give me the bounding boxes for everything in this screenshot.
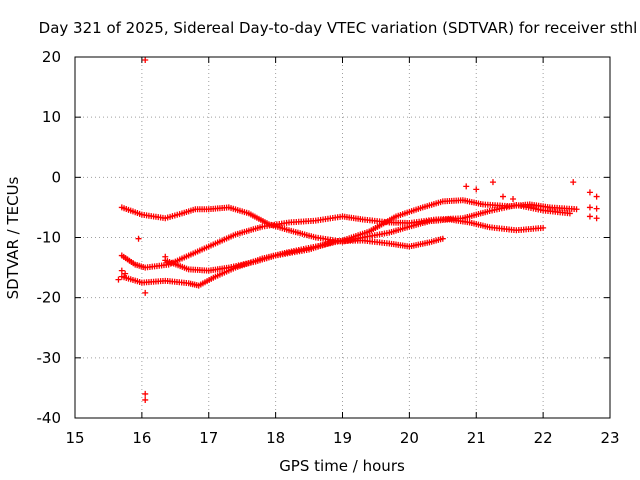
data-point: [142, 396, 149, 403]
y-tick-label: -30: [37, 349, 62, 367]
chart-title: Day 321 of 2025, Sidereal Day-to-day VTE…: [39, 19, 638, 37]
data-point: [142, 390, 149, 397]
data-point: [489, 179, 496, 186]
data-point: [162, 253, 169, 260]
x-tick-label: 22: [534, 429, 553, 447]
data-points: [115, 57, 600, 403]
grid-lines: [75, 57, 610, 418]
data-point: [439, 235, 446, 242]
x-tick-label: 19: [333, 429, 352, 447]
y-tick-label: 0: [51, 168, 61, 186]
data-point: [586, 189, 593, 196]
data-point: [463, 183, 470, 190]
x-tick-label: 16: [132, 429, 151, 447]
data-point: [593, 193, 600, 200]
data-point: [142, 57, 149, 64]
data-point: [593, 215, 600, 222]
data-point: [500, 193, 506, 200]
x-tick-label: 17: [199, 429, 218, 447]
y-axis-label: SDTVAR / TECUs: [4, 176, 22, 299]
x-tick-label: 21: [467, 429, 486, 447]
data-point: [586, 213, 593, 220]
series-track-a: [118, 204, 547, 245]
series-scattered: [115, 57, 600, 403]
x-tick-label: 15: [65, 429, 84, 447]
data-point: [142, 289, 149, 296]
axis-ticks: 15 16 17 18 19 20 21 22 23 -40 -30 -20 -10 0 10 20: [37, 48, 620, 447]
data-point: [510, 195, 517, 202]
data-point: [540, 224, 547, 231]
y-tick-label: -20: [37, 289, 62, 307]
x-tick-label: 23: [600, 429, 619, 447]
x-tick-label: 20: [400, 429, 419, 447]
data-point: [115, 276, 122, 283]
data-point: [118, 267, 125, 274]
y-tick-label: -10: [37, 229, 62, 247]
series-track-d: [118, 197, 580, 289]
data-point: [573, 206, 580, 213]
data-point: [473, 186, 480, 193]
y-tick-label: -40: [37, 409, 62, 427]
data-point: [570, 179, 577, 186]
y-tick-label: 20: [42, 48, 61, 66]
data-point: [135, 235, 142, 242]
data-point: [593, 205, 600, 212]
data-point: [586, 204, 593, 211]
x-tick-label: 18: [266, 429, 285, 447]
y-tick-label: 10: [42, 108, 61, 126]
data-point: [122, 270, 129, 277]
x-axis-label: GPS time / hours: [279, 457, 405, 475]
